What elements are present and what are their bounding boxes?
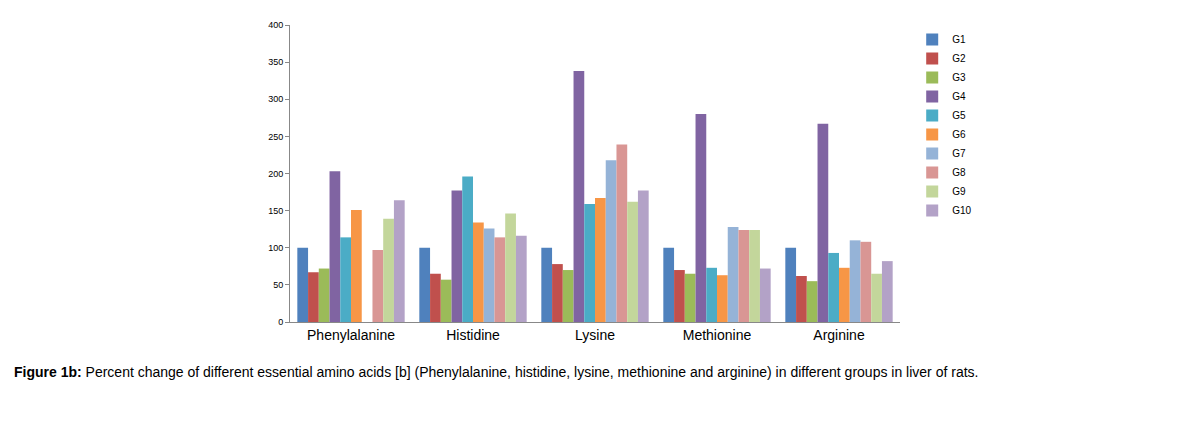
svg-text:G7: G7 xyxy=(952,148,966,159)
svg-text:Phenylalanine: Phenylalanine xyxy=(307,327,395,343)
svg-text:G6: G6 xyxy=(952,129,966,140)
svg-text:50: 50 xyxy=(273,280,283,290)
svg-text:300: 300 xyxy=(268,94,283,104)
svg-text:150: 150 xyxy=(268,206,283,216)
svg-text:G1: G1 xyxy=(952,34,966,45)
svg-text:400: 400 xyxy=(268,20,283,30)
svg-text:G2: G2 xyxy=(952,53,966,64)
svg-text:0: 0 xyxy=(278,317,283,327)
svg-text:G9: G9 xyxy=(952,186,966,197)
svg-text:350: 350 xyxy=(268,57,283,67)
svg-text:G4: G4 xyxy=(952,91,966,102)
svg-text:G3: G3 xyxy=(952,72,966,83)
svg-text:200: 200 xyxy=(268,169,283,179)
html-text:Figure 1b: Percent change of d: Figure 1b: Percent change of different e… xyxy=(14,364,979,380)
svg-text:250: 250 xyxy=(268,132,283,142)
svg-text:100: 100 xyxy=(268,243,283,253)
svg-text:Histidine: Histidine xyxy=(446,327,500,343)
svg-text:G8: G8 xyxy=(952,167,966,178)
svg-text:Lysine: Lysine xyxy=(575,327,615,343)
svg-text:Methionine: Methionine xyxy=(683,327,752,343)
svg-text:G10: G10 xyxy=(952,205,971,216)
svg-text:G5: G5 xyxy=(952,110,966,121)
svg-text:Arginine: Arginine xyxy=(813,327,865,343)
